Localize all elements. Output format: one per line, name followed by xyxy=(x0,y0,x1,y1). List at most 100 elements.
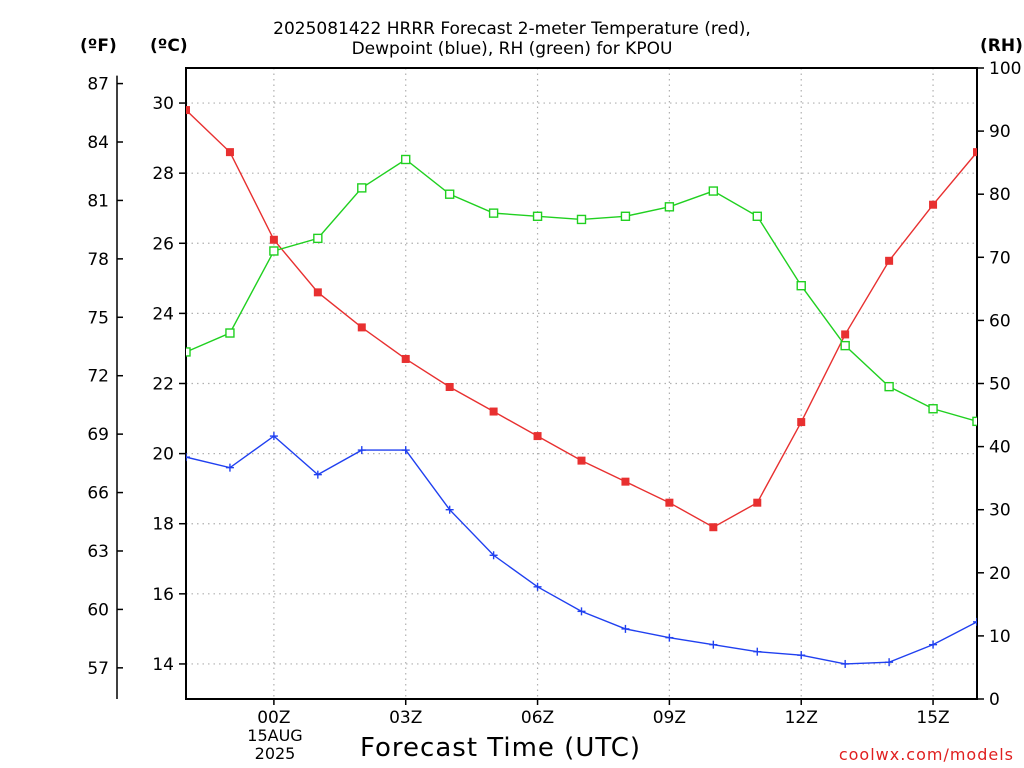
rh-point xyxy=(928,404,938,414)
temperature-point xyxy=(665,498,674,507)
x-tick-label: 06Z xyxy=(521,708,554,728)
temperature-point xyxy=(186,106,190,115)
celsius-tick-label: 16 xyxy=(152,585,174,605)
rh-tick-label: 40 xyxy=(989,438,1011,458)
fahrenheit-tick-label: 84 xyxy=(87,133,109,153)
rh-tick-label: 30 xyxy=(989,501,1011,521)
dewpoint-point xyxy=(973,617,977,626)
dewpoint-point xyxy=(313,470,322,479)
x-tick-label: 03Z xyxy=(389,708,422,728)
temperature-point xyxy=(841,330,850,339)
rh-tick-label: 20 xyxy=(989,564,1011,584)
celsius-tick-label: 24 xyxy=(152,304,174,324)
rh-point xyxy=(840,340,850,351)
dewpoint-point xyxy=(489,551,498,560)
rh-point xyxy=(576,214,587,225)
temperature-point xyxy=(709,523,718,532)
dewpoint-point xyxy=(577,607,586,616)
fahrenheit-tick-label: 87 xyxy=(87,75,109,95)
celsius-tick-label: 14 xyxy=(152,655,174,675)
rh-unit-label: (RH) xyxy=(980,36,1023,56)
fahrenheit-tick-label: 69 xyxy=(87,425,109,445)
temperature-point xyxy=(621,477,630,486)
dewpoint-point xyxy=(621,624,630,633)
temperature-point xyxy=(445,383,454,392)
dewpoint-point xyxy=(885,658,894,667)
rh-tick-label: 60 xyxy=(989,311,1011,331)
rh-point xyxy=(401,154,411,165)
dewpoint-point xyxy=(186,453,190,462)
rh-point xyxy=(313,233,323,244)
dewpoint-point xyxy=(797,651,806,660)
rh-point xyxy=(708,186,719,196)
temperature-point xyxy=(577,456,586,465)
dewpoint-point xyxy=(225,463,234,472)
rh-tick-label: 90 xyxy=(989,122,1011,142)
temperature-point xyxy=(973,148,977,157)
rh-point xyxy=(225,328,235,338)
temperature-point xyxy=(797,418,806,427)
dewpoint-point xyxy=(269,432,278,441)
celsius-unit-label: (ºC) xyxy=(150,36,188,56)
celsius-tick-label: 30 xyxy=(152,94,174,114)
temperature-point xyxy=(269,235,278,244)
rh-point xyxy=(664,202,675,212)
rh-point xyxy=(488,208,499,218)
fahrenheit-tick-label: 75 xyxy=(87,308,109,328)
fahrenheit-tick-label: 66 xyxy=(87,484,109,504)
temperature-point xyxy=(313,288,322,297)
dewpoint-point xyxy=(533,582,542,591)
rh-point xyxy=(620,211,631,221)
celsius-tick-label: 20 xyxy=(152,445,174,465)
temperature-point xyxy=(929,200,938,209)
rh-line xyxy=(186,158,977,423)
chart-title-line1: 2025081422 HRRR Forecast 2-meter Tempera… xyxy=(273,19,751,39)
credit-text: coolwx.com/models xyxy=(838,745,1014,764)
x-axis-title: Forecast Time (UTC) xyxy=(360,733,642,763)
fahrenheit-tick-label: 63 xyxy=(87,542,109,562)
x-tick-label: 12Z xyxy=(785,708,818,728)
temperature-point xyxy=(225,148,234,157)
temperature-point xyxy=(885,256,894,265)
rh-tick-label: 70 xyxy=(989,248,1011,268)
rh-point xyxy=(186,347,191,357)
fahrenheit-unit-label: (ºF) xyxy=(80,36,117,56)
celsius-tick-label: 22 xyxy=(152,375,174,395)
rh-point xyxy=(884,381,894,392)
dewpoint-point xyxy=(665,633,674,642)
dewpoint-point xyxy=(929,640,938,649)
rh-tick-label: 80 xyxy=(989,185,1011,205)
rh-point xyxy=(444,189,455,199)
rh-tick-label: 50 xyxy=(989,375,1011,395)
x-tick-label: 15Z xyxy=(916,708,949,728)
rh-tick-label: 100 xyxy=(989,59,1021,79)
dewpoint-point xyxy=(357,446,366,455)
temperature-point xyxy=(401,354,410,363)
rh-point xyxy=(357,183,367,193)
series-dewpoint xyxy=(186,432,977,668)
celsius-tick-label: 28 xyxy=(152,164,174,184)
rh-point xyxy=(752,211,762,221)
celsius-tick-label: 26 xyxy=(152,234,174,254)
date-label-year: 2025 xyxy=(254,744,296,763)
dewpoint-point xyxy=(841,659,850,668)
fahrenheit-tick-label: 78 xyxy=(87,250,109,270)
x-tick-label: 00Z xyxy=(257,708,290,728)
rh-point xyxy=(532,211,543,221)
dewpoint-point xyxy=(401,446,410,455)
temperature-point xyxy=(489,407,498,416)
dewpoint-point xyxy=(753,647,762,656)
temperature-point xyxy=(753,498,762,507)
celsius-tick-label: 18 xyxy=(152,515,174,535)
fahrenheit-tick-label: 72 xyxy=(87,367,109,387)
rh-point xyxy=(972,416,977,427)
series-rh xyxy=(186,154,977,427)
x-tick-label: 09Z xyxy=(653,708,686,728)
fahrenheit-tick-label: 81 xyxy=(87,191,109,211)
series-temperature xyxy=(186,106,977,532)
rh-tick-label: 0 xyxy=(989,690,1000,710)
rh-tick-label: 10 xyxy=(989,627,1011,647)
dewpoint-line xyxy=(186,435,977,665)
chart-title-line2: Dewpoint (blue), RH (green) for KPOU xyxy=(351,39,673,59)
